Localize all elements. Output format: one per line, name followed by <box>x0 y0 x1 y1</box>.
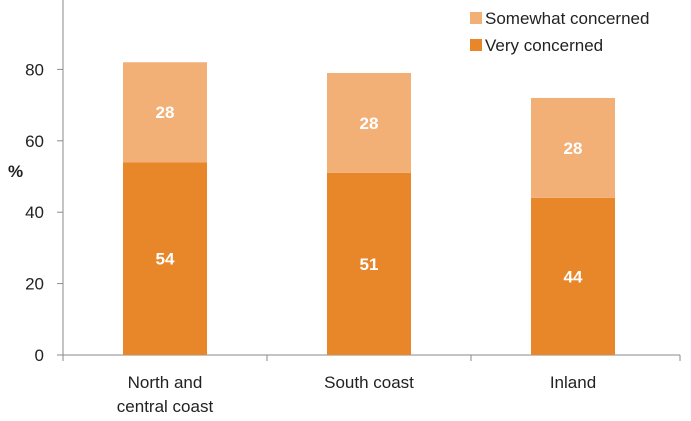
bar-segment-very-concerned <box>123 162 207 355</box>
data-label-somewhat-concerned: 28 <box>564 139 583 158</box>
y-axis-label: % <box>8 162 23 181</box>
legend-swatch <box>470 12 482 24</box>
data-label-very-concerned: 44 <box>564 267 583 286</box>
legend-swatch <box>470 39 482 51</box>
bar-segment-somewhat-concerned <box>327 72 411 173</box>
data-labels-group: 54 28 51 28 44 28 <box>156 103 583 286</box>
y-tick-label: 80 <box>25 60 44 79</box>
category-label: central coast <box>117 397 214 416</box>
data-label-very-concerned: 51 <box>360 255 379 274</box>
bar-segment-very-concerned <box>327 172 411 355</box>
category-labels-group: North and central coast South coast Inland <box>117 373 596 416</box>
legend: Somewhat concerned Very concerned <box>470 9 649 55</box>
x-axis-ticks <box>62 355 681 361</box>
y-tick-label: 0 <box>35 346 44 365</box>
y-tick-label: 60 <box>25 132 44 151</box>
bars-group <box>123 62 615 355</box>
data-label-very-concerned: 54 <box>156 250 175 269</box>
data-label-somewhat-concerned: 28 <box>360 114 379 133</box>
y-tick-label: 20 <box>25 275 44 294</box>
bar-segment-somewhat-concerned <box>531 97 615 198</box>
category-label: South coast <box>324 373 414 392</box>
legend-label: Somewhat concerned <box>485 9 649 28</box>
y-axis-ticks: 0 20 40 60 80 <box>25 60 63 365</box>
category-label: North and <box>128 373 203 392</box>
bar-segment-very-concerned <box>531 197 615 355</box>
legend-label: Very concerned <box>485 36 603 55</box>
bar-segment-somewhat-concerned <box>123 62 207 163</box>
y-tick-label: 40 <box>25 203 44 222</box>
data-label-somewhat-concerned: 28 <box>156 103 175 122</box>
category-label: Inland <box>550 373 596 392</box>
